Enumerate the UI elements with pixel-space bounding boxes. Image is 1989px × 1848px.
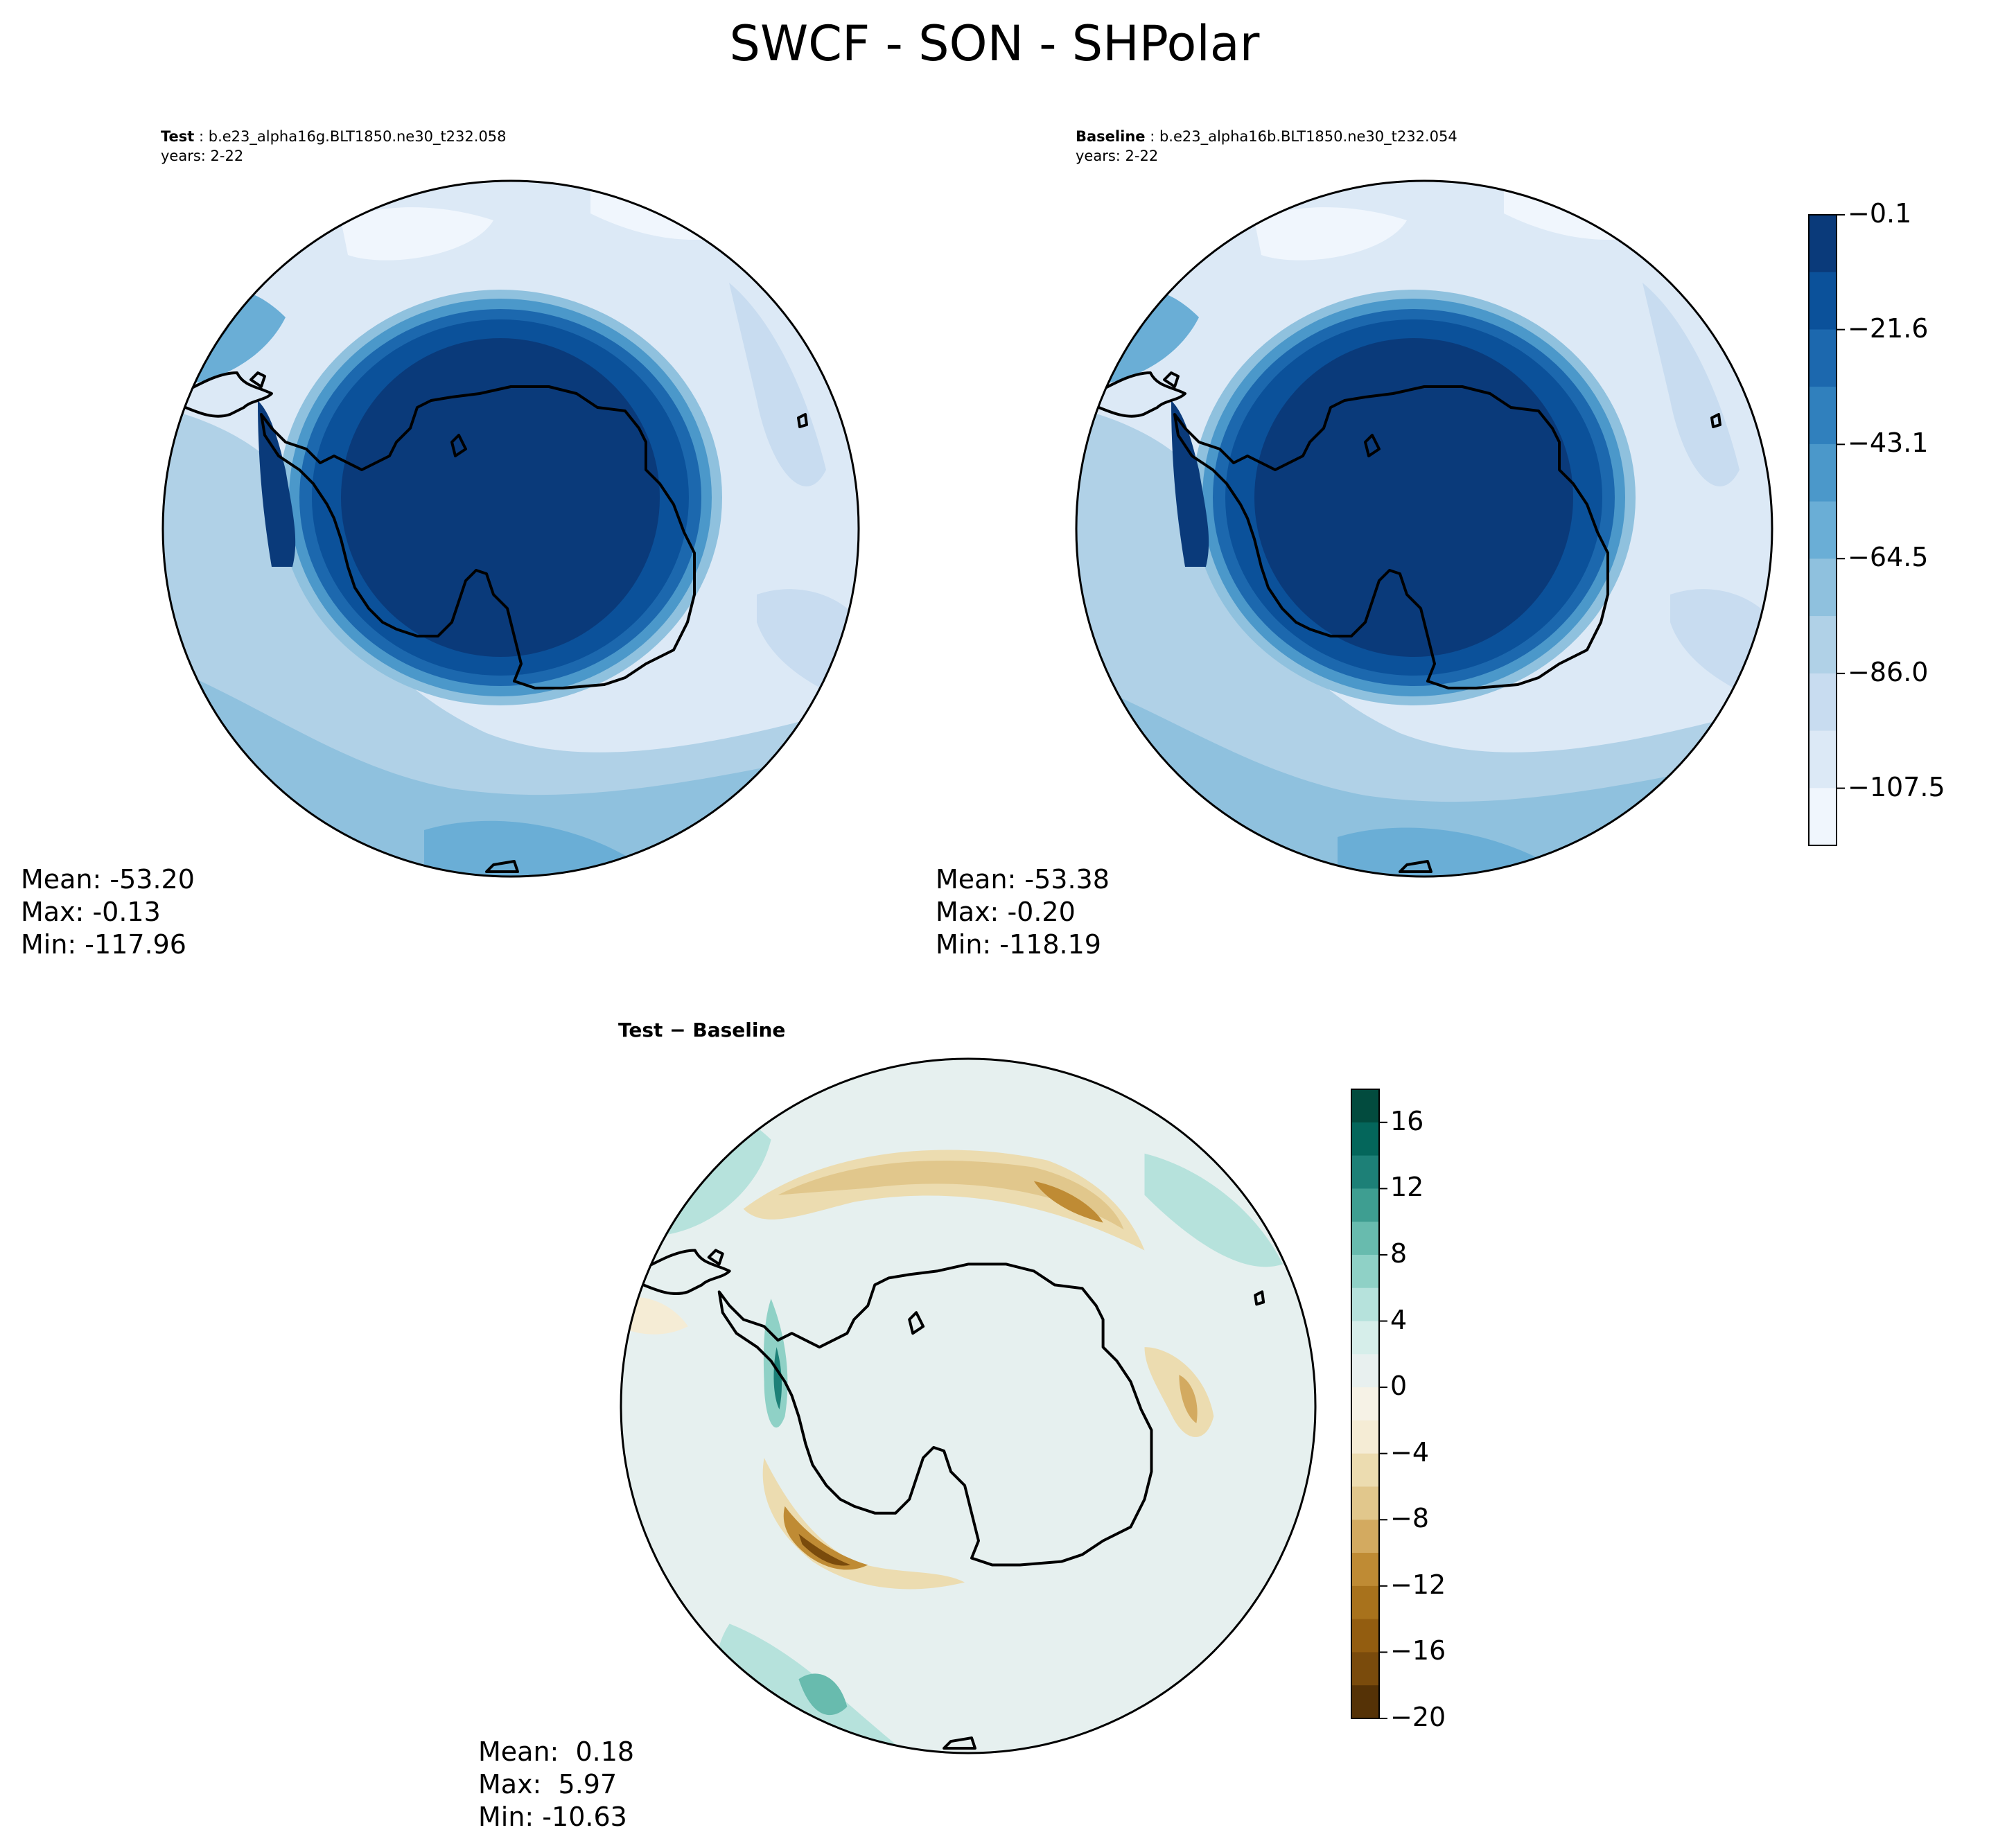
main-colorbar-band-7 [1809,616,1837,674]
main-colorbar [1808,214,1845,846]
diff-colorbar-tick-label: −16 [1390,1635,1446,1666]
diff-stats: Mean: 0.18 Max: 5.97 Min: -10.63 [478,1736,634,1833]
diff-colorbar-band-17 [1351,1652,1379,1686]
main-colorbar-tick-label: −86.0 [1848,656,1929,687]
main-colorbar-tick-label: −21.6 [1848,313,1929,344]
test-years: years: 2-22 [161,148,244,164]
test-polar-map [161,179,860,878]
main-colorbar-tick-label: −43.1 [1848,428,1929,459]
main-colorbar-band-frame [1808,214,1837,846]
main-colorbar-band-2 [1809,329,1837,387]
diff-min: Min: -10.63 [478,1802,627,1832]
main-colorbar-tick-label: −64.5 [1848,542,1929,573]
diff-colorbar-tick-label: 8 [1390,1238,1408,1269]
diff-colorbar-tick-label: −8 [1390,1503,1430,1534]
main-colorbar-band-5 [1809,501,1837,559]
baseline-case-label: Baseline : b.e23_alpha16b.BLT1850.ne30_t… [1076,127,1457,146]
diff-colorbar-band-14 [1351,1553,1379,1587]
test-stats: Mean: -53.20 Max: -0.13 Min: -117.96 [21,863,195,961]
main-colorbar-band-3 [1809,387,1837,445]
diff-colorbar-band-1 [1351,1122,1379,1156]
diff-colorbar-band-15 [1351,1585,1379,1620]
test-min: Min: -117.96 [21,929,186,960]
baseline-label: Baseline [1076,128,1146,145]
diff-title: Test − Baseline [618,1019,786,1041]
diff-colorbar [1351,1089,1387,1719]
main-colorbar-tick-label: −0.1 [1848,198,1912,229]
diff-colorbar-tick-label: 4 [1390,1304,1408,1335]
diff-colorbar-band-0 [1351,1089,1379,1123]
test-mean: Mean: -53.20 [21,864,195,895]
main-colorbar-band-6 [1809,558,1837,617]
main-colorbar-band-0 [1809,215,1837,273]
main-colorbar-band-10 [1809,788,1837,846]
diff-colorbar-tick-label: 12 [1390,1172,1424,1203]
baseline-stats: Mean: -53.38 Max: -0.20 Min: -118.19 [936,863,1110,961]
test-case-name: : b.e23_alpha16g.BLT1850.ne30_t232.058 [194,128,507,145]
diff-colorbar-tick-label: −20 [1390,1702,1446,1732]
figure-title: SWCF - SON - SHPolar [729,15,1260,72]
main-colorbar-band-9 [1809,730,1837,789]
main-colorbar-band-1 [1809,272,1837,330]
diff-colorbar-band-8 [1351,1354,1379,1388]
diff-colorbar-tick-label: 16 [1390,1105,1424,1136]
diff-colorbar-band-10 [1351,1420,1379,1454]
test-case-label: Test : b.e23_alpha16g.BLT1850.ne30_t232.… [161,127,507,146]
baseline-max: Max: -0.20 [936,897,1076,927]
diff-colorbar-band-3 [1351,1188,1379,1222]
baseline-case-name: : b.e23_alpha16b.BLT1850.ne30_t232.054 [1145,128,1457,145]
diff-colorbar-band-16 [1351,1619,1379,1653]
baseline-polar-map [1075,179,1773,878]
main-colorbar-tick-label: −107.5 [1848,771,1945,802]
diff-colorbar-band-12 [1351,1486,1379,1520]
diff-colorbar-band-2 [1351,1155,1379,1189]
diff-max: Max: 5.97 [478,1769,617,1799]
diff-colorbar-tick-label: −4 [1390,1436,1430,1468]
baseline-mean: Mean: -53.38 [936,864,1110,895]
diff-colorbar-band-6 [1351,1287,1379,1322]
diff-colorbar-band-11 [1351,1453,1379,1487]
diff-polar-map [620,1057,1317,1754]
diff-colorbar-tick-label: −12 [1390,1569,1446,1600]
main-colorbar-band-4 [1809,443,1837,502]
diff-colorbar-tick-label: 0 [1390,1371,1408,1402]
baseline-min: Min: -118.19 [936,929,1101,960]
diff-colorbar-band-18 [1351,1685,1379,1719]
test-max: Max: -0.13 [21,897,161,927]
diff-colorbar-band-7 [1351,1321,1379,1355]
main-colorbar-band-8 [1809,673,1837,732]
diff-colorbar-band-13 [1351,1520,1379,1554]
test-label: Test [161,128,195,145]
diff-colorbar-band-9 [1351,1387,1379,1421]
diff-mean: Mean: 0.18 [478,1736,635,1767]
diff-colorbar-band-4 [1351,1222,1379,1256]
diff-colorbar-band-5 [1351,1254,1379,1289]
baseline-years: years: 2-22 [1076,148,1159,164]
diff-colorbar-band-frame [1351,1089,1380,1719]
